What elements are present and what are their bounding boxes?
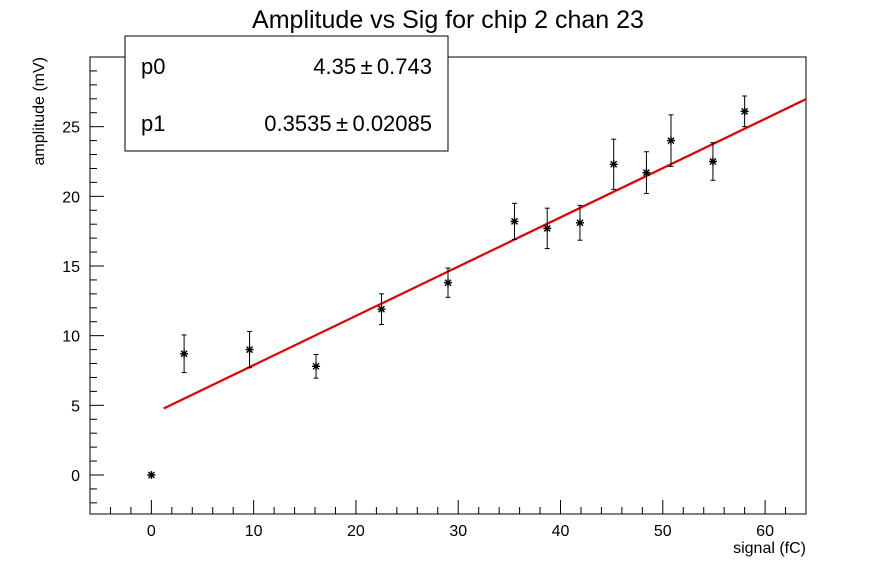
x-tick-label: 60 <box>756 523 774 540</box>
x-tick-label: 50 <box>654 523 672 540</box>
fit-line <box>163 98 807 410</box>
y-axis-ticks <box>90 56 104 504</box>
stat-p0-value: 4.35 ± 0.743 <box>313 54 432 79</box>
x-tick-label: 10 <box>245 523 263 540</box>
star-marker <box>740 107 749 116</box>
stat-p0-name: p0 <box>141 54 165 79</box>
chart-title: Amplitude vs Sig for chip 2 chan 23 <box>252 6 644 34</box>
data-point <box>642 151 651 195</box>
star-marker <box>708 157 717 166</box>
x-tick-label: 30 <box>449 523 467 540</box>
data-point <box>708 142 717 181</box>
star-marker <box>147 470 156 479</box>
data-point <box>510 202 519 241</box>
star-marker <box>642 168 651 177</box>
x-tick-label: 40 <box>552 523 570 540</box>
star-marker <box>377 305 386 314</box>
x-tick-label: 20 <box>347 523 365 540</box>
star-marker <box>510 217 519 226</box>
data-point <box>180 334 189 374</box>
fit-line-group <box>163 98 807 410</box>
data-point <box>666 114 675 167</box>
y-tick-label: 5 <box>71 398 80 415</box>
data-points-group <box>147 95 749 479</box>
y-tick-label: 15 <box>62 259 80 276</box>
data-point <box>543 207 552 250</box>
star-marker <box>543 224 552 233</box>
y-tick-label: 25 <box>62 120 80 137</box>
data-point <box>444 267 452 298</box>
data-point <box>377 293 386 326</box>
x-axis-tick-labels: 0 10 20 30 40 50 60 <box>147 523 774 540</box>
stat-p1-value: 0.3535 ± 0.02085 <box>264 111 432 136</box>
star-marker <box>444 278 452 287</box>
data-point <box>609 138 618 190</box>
data-point <box>740 95 749 128</box>
fit-stats-box: p0 4.35 ± 0.743 p1 0.3535 ± 0.02085 <box>124 35 449 152</box>
star-marker <box>180 349 189 358</box>
data-point <box>312 353 321 379</box>
y-tick-label: 10 <box>62 329 80 346</box>
stat-p1-name: p1 <box>141 111 165 136</box>
data-point <box>147 470 156 479</box>
star-marker <box>312 362 321 371</box>
stats-box-frame <box>124 35 449 152</box>
star-marker <box>245 345 254 354</box>
y-tick-label: 20 <box>62 189 80 206</box>
data-point <box>245 330 254 369</box>
x-axis-ticks <box>89 500 807 514</box>
star-marker <box>609 160 618 169</box>
x-axis-title: signal (fC) <box>733 540 806 557</box>
star-marker <box>575 218 584 227</box>
y-tick-label: 0 <box>71 468 80 485</box>
x-tick-label: 0 <box>147 523 156 540</box>
data-point <box>575 204 584 241</box>
y-axis-title: amplitude (mV) <box>31 57 48 165</box>
star-marker <box>666 136 675 145</box>
y-axis-tick-labels: 0 5 10 15 20 25 <box>62 120 80 485</box>
